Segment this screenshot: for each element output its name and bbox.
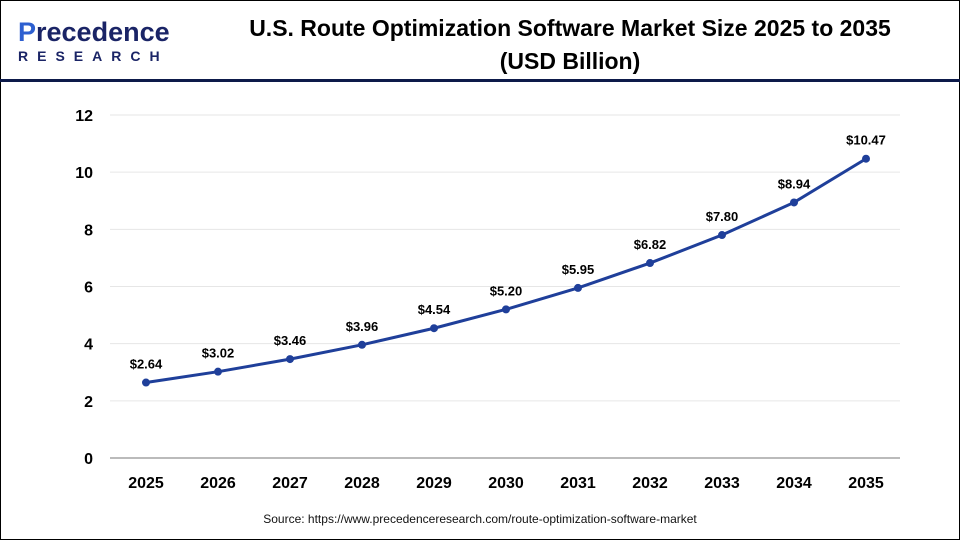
data-label: $5.95 (562, 262, 595, 277)
logo-initial: P (18, 17, 37, 47)
x-tick-label: 2025 (128, 475, 164, 492)
data-label: $2.64 (130, 357, 163, 372)
data-label: $6.82 (634, 237, 667, 252)
x-tick-label: 2034 (776, 475, 812, 492)
data-label: $3.96 (346, 319, 379, 334)
y-tick-label: 6 (84, 280, 93, 297)
x-tick-label: 2031 (560, 475, 596, 492)
header-divider (0, 79, 960, 82)
logo-text: recedence (36, 17, 170, 47)
data-point (718, 231, 726, 240)
data-point (214, 367, 222, 376)
data-label: $5.20 (490, 283, 523, 298)
data-point (430, 324, 438, 333)
y-tick-label: 0 (84, 451, 93, 468)
logo: Precedence RESEARCH (18, 18, 170, 64)
x-tick-label: 2029 (416, 475, 452, 492)
subtitle-line: (USD Billion) (499, 48, 641, 74)
data-label: $8.94 (778, 176, 811, 191)
data-point (142, 378, 150, 387)
y-tick-label: 12 (75, 108, 93, 125)
data-label: $10.47 (846, 133, 886, 148)
data-point (862, 154, 870, 163)
data-point (286, 355, 294, 364)
y-tick-label: 2 (84, 394, 93, 411)
x-tick-label: 2033 (704, 475, 740, 492)
title-line: U.S. Route Optimization Software Market … (249, 15, 891, 41)
x-tick-label: 2035 (848, 475, 884, 492)
data-point (574, 283, 582, 292)
x-tick-label: 2030 (488, 475, 524, 492)
data-point (790, 198, 798, 207)
y-tick-label: 10 (75, 165, 93, 182)
series-line (145, 157, 867, 385)
data-label: $7.80 (706, 209, 739, 224)
x-tick-label: 2027 (272, 475, 308, 492)
data-label: $4.54 (418, 302, 451, 317)
x-tick-label: 2026 (200, 475, 236, 492)
x-tick-label: 2028 (344, 475, 380, 492)
data-label: $3.46 (274, 333, 307, 348)
x-tick-label: 2032 (632, 475, 668, 492)
chart-title: U.S. Route Optimization Software Market … (200, 12, 940, 78)
logo-subtext: RESEARCH (18, 48, 169, 64)
data-point (646, 259, 654, 268)
data-label: $3.02 (202, 346, 235, 361)
y-tick-label: 4 (84, 337, 93, 354)
y-tick-label: 8 (84, 222, 93, 239)
data-point (358, 340, 366, 349)
data-point (502, 305, 510, 314)
source-note: Source: https://www.precedenceresearch.c… (263, 512, 697, 526)
